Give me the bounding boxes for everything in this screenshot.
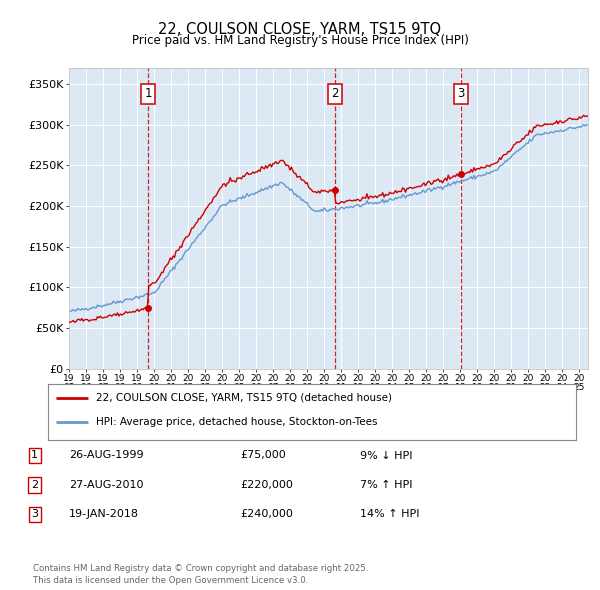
- Text: 1: 1: [145, 87, 152, 100]
- Text: 3: 3: [31, 510, 38, 519]
- Text: 3: 3: [458, 87, 465, 100]
- Text: £240,000: £240,000: [240, 510, 293, 519]
- Text: Price paid vs. HM Land Registry's House Price Index (HPI): Price paid vs. HM Land Registry's House …: [131, 34, 469, 47]
- Text: 26-AUG-1999: 26-AUG-1999: [69, 451, 143, 460]
- Text: 27-AUG-2010: 27-AUG-2010: [69, 480, 143, 490]
- Text: 1: 1: [31, 451, 38, 460]
- Text: 22, COULSON CLOSE, YARM, TS15 9TQ: 22, COULSON CLOSE, YARM, TS15 9TQ: [158, 22, 442, 37]
- Text: 22, COULSON CLOSE, YARM, TS15 9TQ (detached house): 22, COULSON CLOSE, YARM, TS15 9TQ (detac…: [95, 392, 392, 402]
- Text: 9% ↓ HPI: 9% ↓ HPI: [360, 451, 413, 460]
- Text: 7% ↑ HPI: 7% ↑ HPI: [360, 480, 413, 490]
- Text: £220,000: £220,000: [240, 480, 293, 490]
- Text: HPI: Average price, detached house, Stockton-on-Tees: HPI: Average price, detached house, Stoc…: [95, 417, 377, 427]
- Text: 2: 2: [332, 87, 339, 100]
- Text: £75,000: £75,000: [240, 451, 286, 460]
- Text: 2: 2: [31, 480, 38, 490]
- Text: 14% ↑ HPI: 14% ↑ HPI: [360, 510, 419, 519]
- Text: Contains HM Land Registry data © Crown copyright and database right 2025.
This d: Contains HM Land Registry data © Crown c…: [33, 564, 368, 585]
- Text: 19-JAN-2018: 19-JAN-2018: [69, 510, 139, 519]
